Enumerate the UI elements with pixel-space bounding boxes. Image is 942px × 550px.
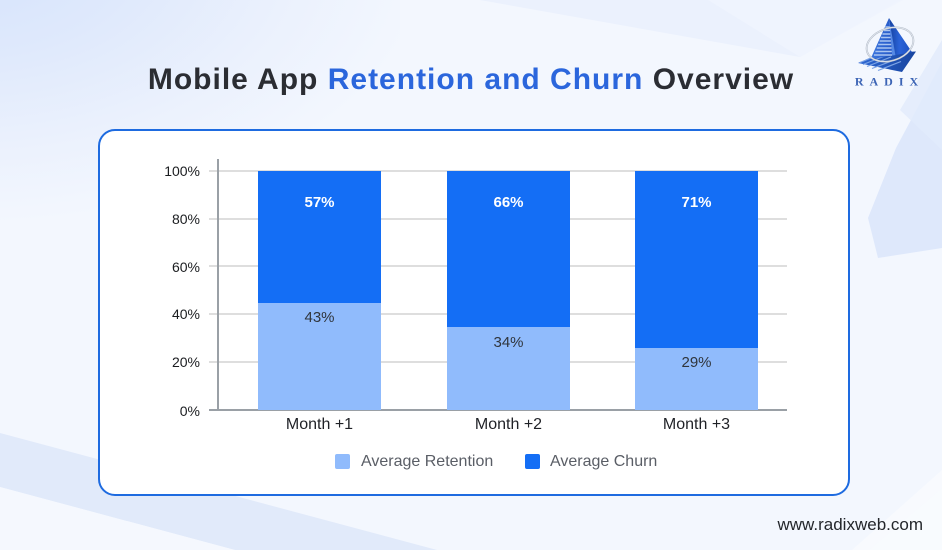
svg-text:RADIX: RADIX [855,75,924,89]
